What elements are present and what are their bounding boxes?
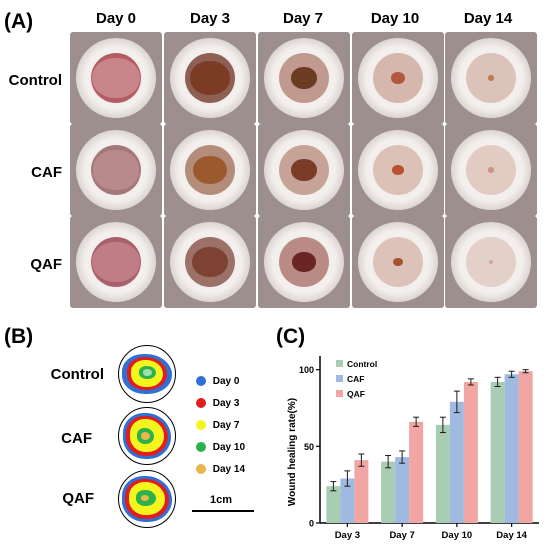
legend-item: Day 3 [196, 398, 239, 409]
wound-photo [352, 32, 444, 124]
wound-photo [164, 124, 256, 216]
legend-swatch [196, 376, 206, 387]
column-label: Day 14 [463, 10, 513, 27]
wound-photo [70, 216, 162, 308]
legend-label: Day 7 [210, 420, 240, 431]
bar [381, 461, 396, 523]
chart-legend-label: CAF [347, 374, 364, 384]
scale-bar [192, 510, 254, 512]
wound-photo [352, 124, 444, 216]
x-tick-label: Day 7 [389, 530, 414, 541]
y-tick-label: 50 [304, 442, 314, 452]
wound-photo [445, 124, 537, 216]
legend-label: Day 10 [210, 442, 246, 453]
scale-bar-label: 1cm [209, 494, 233, 506]
wound-photo [445, 216, 537, 308]
row-label: Control [8, 72, 62, 89]
chart-legend-swatch [336, 360, 343, 367]
panel-b-label: (B) [4, 325, 34, 348]
y-tick-label: 0 [309, 519, 314, 529]
trace-row-label: Control [50, 366, 104, 383]
column-label: Day 10 [370, 10, 420, 27]
legend-item: Day 14 [196, 464, 245, 475]
wound-photo [164, 216, 256, 308]
chart-legend-swatch [336, 375, 343, 382]
bar [409, 421, 424, 523]
bar [449, 401, 464, 523]
bar [435, 424, 450, 523]
row-label: QAF [30, 256, 62, 273]
trace-row-label: QAF [62, 490, 94, 507]
trace-row-label: CAF [61, 430, 92, 447]
x-tick-label: Day 10 [442, 530, 473, 541]
bar [490, 381, 505, 523]
wound-photo [258, 216, 350, 308]
bar [463, 381, 478, 523]
bar [340, 478, 355, 523]
legend-swatch [196, 442, 206, 453]
wound-photo [70, 32, 162, 124]
bar [395, 457, 410, 523]
row-label: CAF [31, 164, 62, 181]
y-tick-label: 100 [299, 365, 314, 375]
wound-photo [258, 32, 350, 124]
wound-photo [445, 32, 537, 124]
bar [326, 486, 341, 523]
chart-legend-swatch [336, 390, 343, 397]
panel-c-label: (C) [276, 325, 306, 348]
wound-trace-caf [118, 407, 176, 465]
legend-item: Day 10 [196, 442, 245, 453]
legend-swatch [196, 464, 206, 475]
legend-label: Day 0 [210, 376, 240, 387]
chart-legend-label: QAF [347, 389, 365, 399]
y-axis-label: Wound healing rate(%) [287, 398, 298, 506]
wound-photo [164, 32, 256, 124]
wound-trace-qaf [118, 470, 176, 528]
x-tick-label: Day 14 [496, 530, 527, 541]
chart-legend-label: Control [347, 359, 377, 369]
legend-item: Day 0 [196, 376, 239, 387]
column-label: Day 7 [282, 10, 324, 27]
bar [504, 374, 519, 523]
x-tick-label: Day 3 [335, 530, 360, 541]
wound-photo [70, 124, 162, 216]
column-label: Day 0 [95, 10, 137, 27]
wound-trace-control [118, 345, 176, 403]
legend-label: Day 14 [210, 464, 246, 475]
legend-item: Day 7 [196, 420, 239, 431]
bar [518, 371, 533, 523]
bar [354, 460, 369, 523]
legend-swatch [196, 420, 206, 431]
wound-healing-bar-chart: Wound healing rate(%) 0 50 100 Day 3 Day 7 Da… [287, 356, 539, 541]
panel-a-label: (A) [4, 10, 34, 33]
legend-swatch [196, 398, 206, 409]
legend-label: Day 3 [210, 398, 240, 409]
wound-photo [352, 216, 444, 308]
wound-photo [258, 124, 350, 216]
column-label: Day 3 [189, 10, 231, 27]
